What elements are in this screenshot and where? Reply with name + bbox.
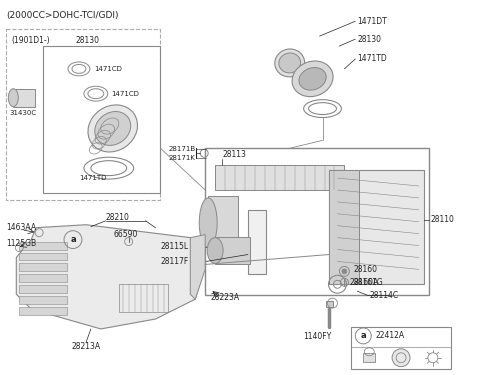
Text: 28160: 28160: [353, 265, 377, 274]
Bar: [19, 252, 67, 261]
Bar: [19, 274, 67, 282]
Ellipse shape: [95, 111, 131, 146]
Text: 1125GB: 1125GB: [6, 239, 36, 248]
Ellipse shape: [8, 89, 18, 106]
Polygon shape: [16, 225, 205, 329]
Text: 31430C: 31430C: [9, 110, 36, 116]
Text: 1140FY: 1140FY: [303, 332, 332, 341]
Text: 28117F: 28117F: [160, 257, 189, 266]
Text: 28130: 28130: [357, 34, 381, 44]
Text: a: a: [360, 332, 366, 340]
Bar: [215, 165, 344, 190]
Bar: [351, 327, 451, 369]
Text: (1901D1-): (1901D1-): [12, 36, 50, 45]
Bar: [329, 170, 424, 284]
Bar: [19, 242, 67, 249]
Text: 28110: 28110: [431, 215, 455, 224]
Text: 28160A: 28160A: [349, 278, 379, 287]
Text: 1471DT: 1471DT: [357, 17, 387, 26]
Bar: [6, 29, 160, 200]
Bar: [205, 148, 429, 295]
Bar: [19, 296, 67, 304]
Bar: [215, 237, 250, 264]
Text: 1471TD: 1471TD: [79, 175, 106, 181]
Bar: [19, 263, 67, 272]
Ellipse shape: [275, 49, 305, 77]
Text: 28210: 28210: [106, 213, 130, 222]
Text: a: a: [70, 235, 76, 244]
Text: 28115L: 28115L: [160, 242, 189, 251]
Text: 28213A: 28213A: [72, 342, 100, 351]
Text: 28114C: 28114C: [369, 291, 398, 300]
Bar: [43, 46, 160, 193]
Text: 1463AA: 1463AA: [6, 223, 36, 232]
Text: 1471TD: 1471TD: [357, 54, 387, 63]
Circle shape: [342, 269, 347, 274]
Text: 28223A: 28223A: [210, 292, 240, 302]
Bar: [363, 353, 375, 362]
Bar: [19, 285, 67, 293]
Text: 28171K: 28171K: [168, 155, 195, 161]
Bar: [208, 196, 238, 250]
Bar: [19, 307, 67, 315]
Circle shape: [392, 349, 410, 367]
Ellipse shape: [88, 105, 137, 152]
Text: 28171B: 28171B: [168, 146, 195, 152]
Ellipse shape: [299, 68, 326, 90]
Bar: [119, 284, 168, 312]
Bar: [248, 210, 266, 274]
Ellipse shape: [207, 238, 223, 263]
Text: 28130: 28130: [76, 36, 100, 45]
Text: 1471CD: 1471CD: [94, 66, 122, 72]
Text: 28161G: 28161G: [353, 278, 383, 287]
Bar: [13, 89, 35, 106]
Polygon shape: [190, 235, 205, 299]
Text: (2000CC>DOHC-TCI/GDI): (2000CC>DOHC-TCI/GDI): [6, 11, 119, 20]
Ellipse shape: [292, 61, 333, 97]
Bar: [325, 301, 334, 307]
Circle shape: [428, 353, 438, 363]
Ellipse shape: [279, 53, 300, 73]
Text: 1471CD: 1471CD: [111, 91, 139, 97]
Ellipse shape: [199, 198, 217, 248]
Text: 28113: 28113: [222, 150, 246, 159]
Text: 66590: 66590: [113, 230, 138, 239]
Bar: [329, 170, 360, 284]
Text: 22412A: 22412A: [375, 332, 404, 340]
